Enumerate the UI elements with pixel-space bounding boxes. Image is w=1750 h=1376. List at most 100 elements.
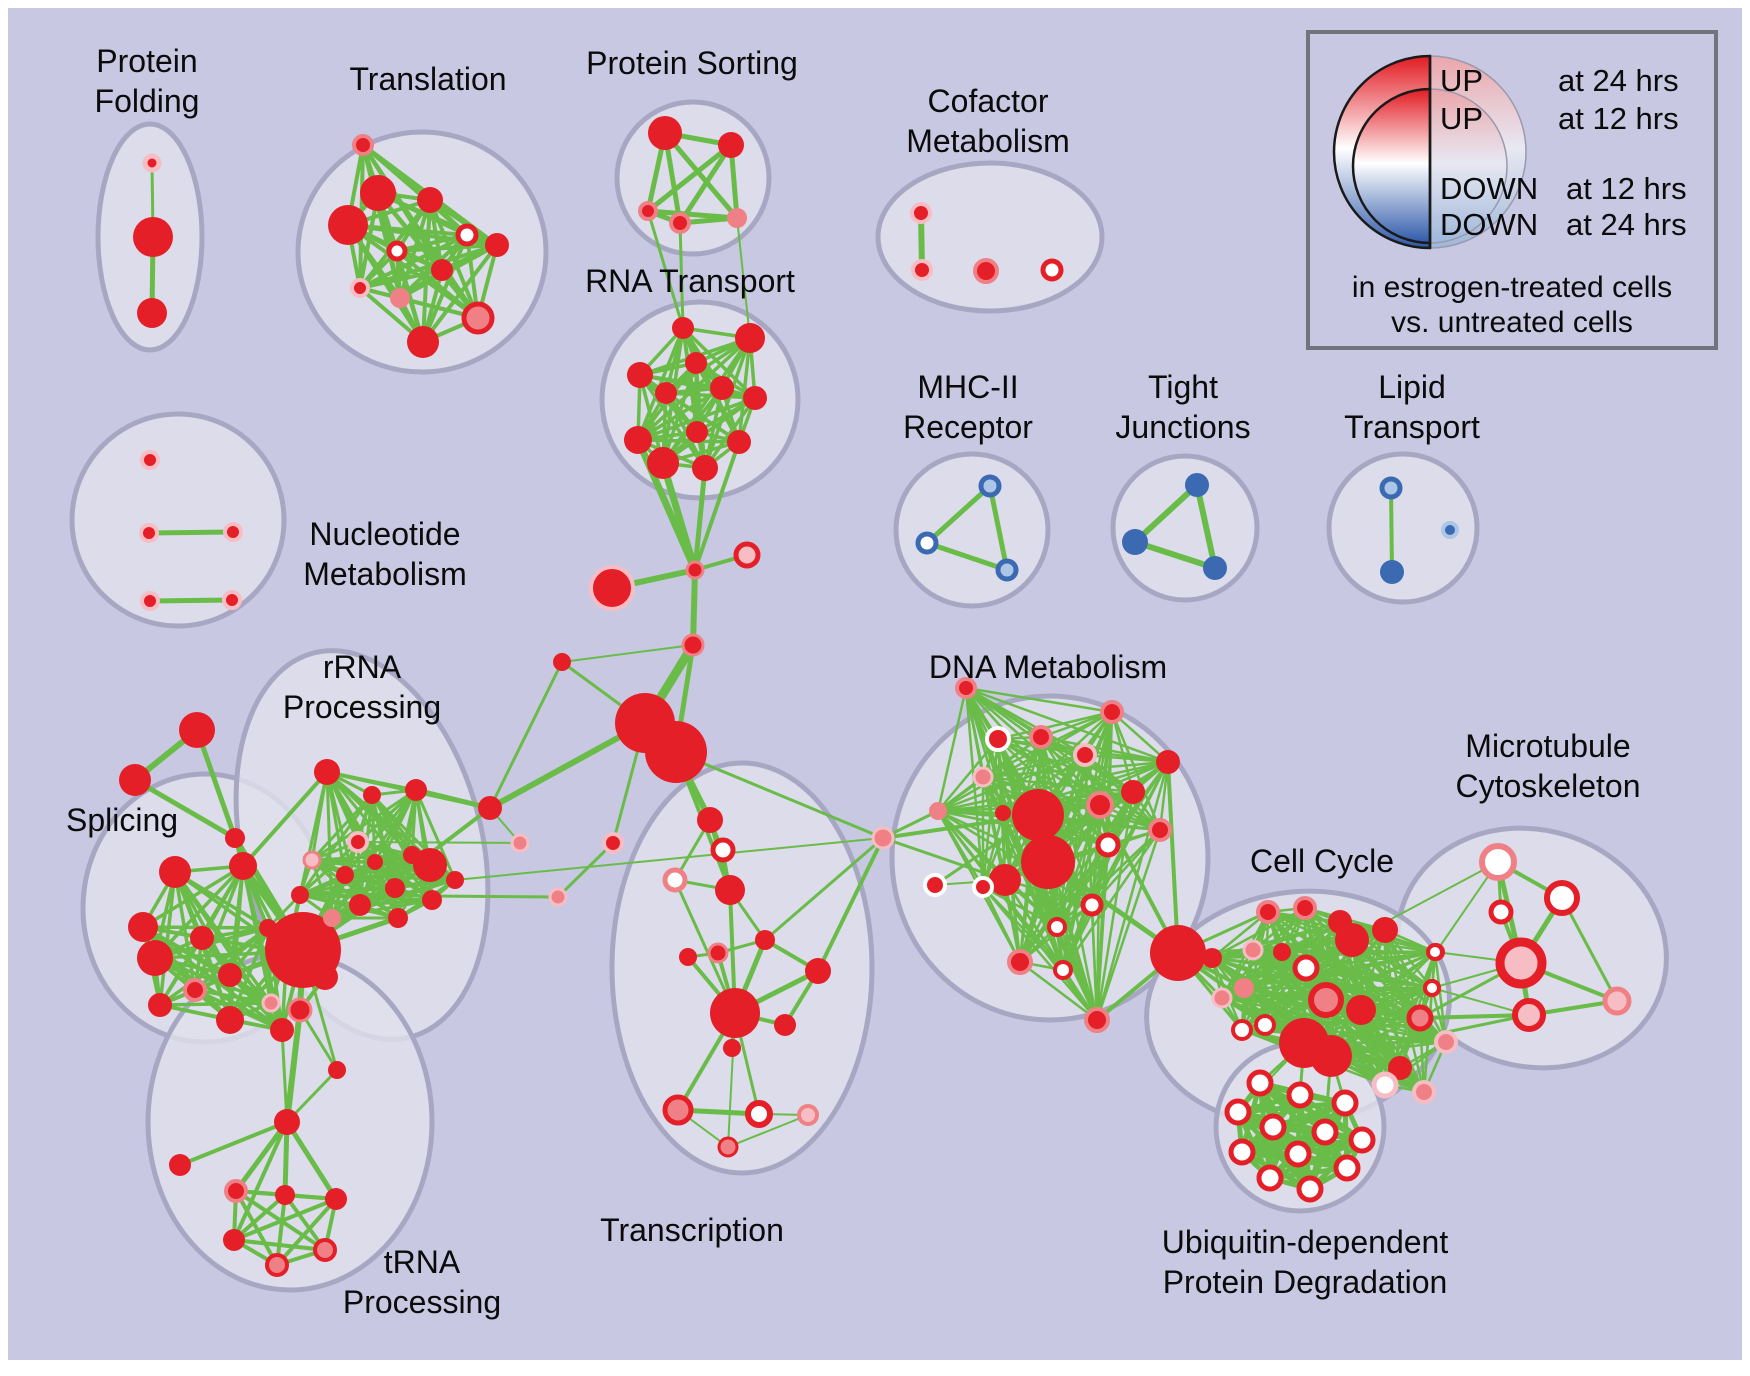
network-edge (132, 777, 238, 841)
legend-updown-glyph (1332, 54, 1527, 250)
network-node (140, 591, 160, 611)
network-node (1228, 1138, 1256, 1166)
network-node (478, 796, 502, 820)
network-edge (727, 1114, 809, 1148)
network-node (261, 993, 281, 1013)
network-node (133, 217, 173, 257)
network-node (995, 558, 1019, 582)
network-node (1346, 995, 1376, 1025)
network-edge (141, 864, 245, 929)
network-node (911, 259, 933, 281)
network-edge (234, 1189, 279, 1267)
network-node (407, 326, 439, 358)
network-edge (310, 793, 374, 862)
network-node (1602, 986, 1632, 1016)
network-node (972, 766, 994, 788)
network-node (446, 871, 464, 889)
network-node (139, 523, 159, 543)
network-node (672, 317, 694, 339)
network-edge (638, 373, 707, 470)
network-edge (1090, 903, 1099, 1022)
network-node (119, 764, 151, 796)
network-node (1211, 987, 1233, 1009)
network-node (225, 828, 245, 848)
cluster-label-tl: Translation (349, 61, 506, 97)
network-edge (454, 837, 884, 881)
legend-inner-disc-left-half (1351, 87, 1432, 245)
network-node (274, 1109, 300, 1135)
network-node (1380, 560, 1404, 584)
cluster-ellipse-tj (1110, 453, 1260, 603)
network-edge (1095, 828, 1162, 1022)
network-node (1073, 743, 1097, 767)
network-node (548, 887, 568, 907)
network-node (363, 786, 381, 804)
network-node (140, 450, 160, 470)
network-edge (284, 1007, 303, 1125)
network-node (910, 202, 932, 224)
network-edge (964, 686, 1022, 964)
network-node (485, 233, 509, 257)
network-node (328, 205, 368, 245)
network-edge (310, 788, 418, 862)
network-node (1423, 979, 1441, 997)
network-node (336, 866, 354, 884)
network-node (1292, 954, 1320, 982)
network-edge (488, 660, 564, 810)
cluster-label-tn: tRNA (384, 1244, 461, 1280)
network-node (1379, 476, 1403, 500)
network-node (1231, 1019, 1253, 1041)
network-node (915, 531, 939, 555)
network-node (1202, 948, 1222, 968)
network-node (274, 939, 300, 965)
network-edge (681, 326, 757, 400)
network-edge (964, 686, 1162, 832)
network-edge (996, 710, 1114, 741)
network-node (405, 779, 427, 801)
network-node (1012, 789, 1064, 841)
cluster-label-cf: Metabolism (906, 123, 1070, 159)
cluster-label-rr: rRNA (323, 649, 402, 685)
network-edge (1095, 710, 1114, 1022)
network-node (1412, 1080, 1436, 1104)
network-node (352, 134, 374, 156)
network-edge (1194, 482, 1218, 571)
network-node (1311, 1118, 1339, 1146)
legend-down24-time: at 24 hrs (1566, 207, 1687, 242)
network-node (313, 1238, 337, 1262)
legend-down12-time: at 12 hrs (1566, 171, 1687, 206)
cluster-label-pf: Protein (96, 43, 197, 79)
network-node (1441, 521, 1459, 539)
network-edge (357, 841, 521, 844)
network-node (431, 259, 453, 281)
network-edge (280, 1028, 289, 1124)
network-edge (664, 391, 707, 470)
network-node (1148, 818, 1172, 842)
network-edge (881, 836, 1007, 882)
network-node (733, 541, 761, 569)
cluster-ellipse-nm (69, 411, 287, 629)
network-node (259, 919, 277, 937)
network-edge (987, 483, 1010, 573)
network-node (169, 1154, 191, 1176)
network-edge (1110, 710, 1162, 832)
cluster-label-rr: Processing (283, 689, 441, 725)
network-edge (1422, 986, 1434, 1094)
cluster-label-sp: Splicing (66, 802, 178, 838)
network-node (805, 958, 831, 984)
network-edge (298, 770, 329, 897)
network-edge (645, 142, 734, 214)
network-edge (428, 198, 499, 247)
network-edge (1018, 960, 1099, 1022)
network-edge (659, 459, 699, 574)
network-edge (232, 1197, 338, 1242)
network-node (717, 1136, 739, 1158)
network-node (1293, 896, 1317, 920)
network-edge (232, 1120, 289, 1242)
network-node (1286, 1081, 1314, 1109)
network-edge (556, 841, 615, 899)
network-node (1308, 982, 1344, 1018)
network-node (1273, 943, 1291, 961)
network-node (1084, 1007, 1110, 1033)
